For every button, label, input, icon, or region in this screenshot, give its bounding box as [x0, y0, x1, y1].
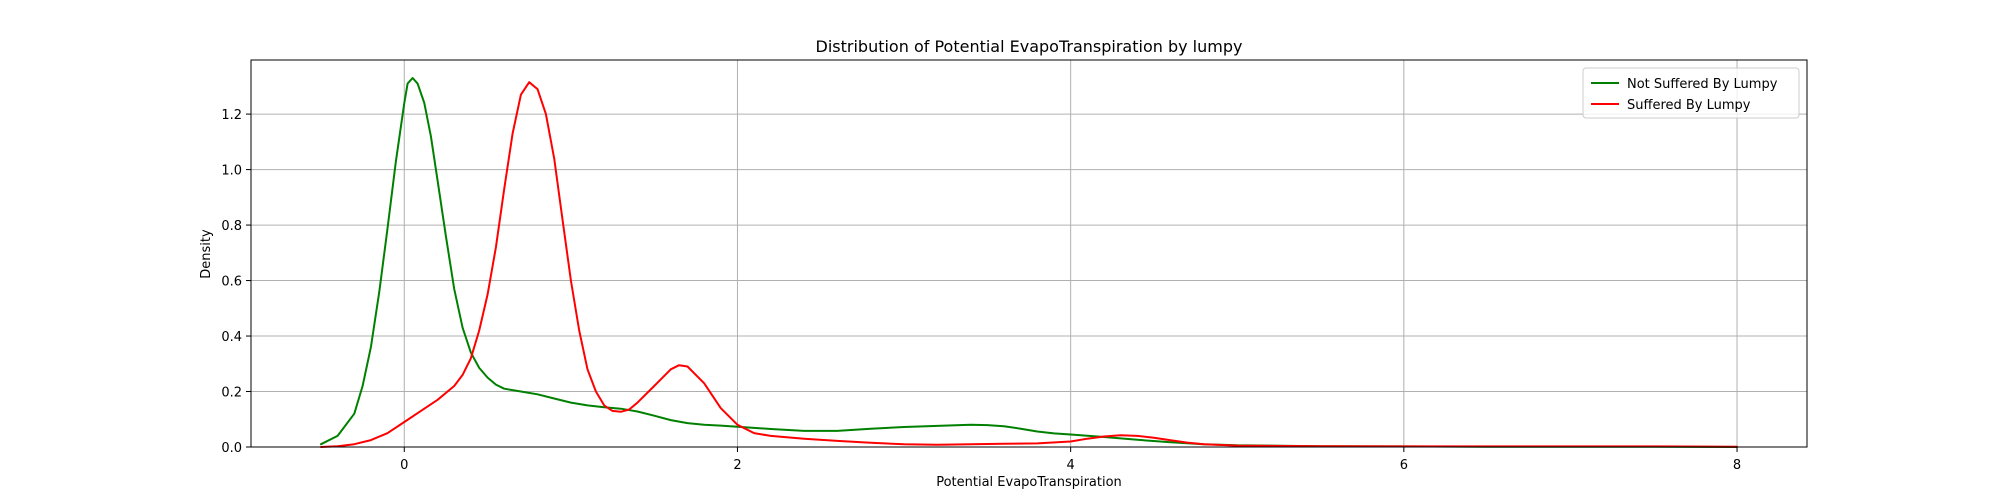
x-tick-label: 8: [1733, 458, 1741, 473]
plot-area-frame: [250, 59, 1808, 448]
legend-box: [1582, 67, 1800, 119]
legend-label: Not Suffered By Lumpy: [1627, 77, 1778, 92]
series-lines: [320, 77, 1738, 448]
x-tick-label: 6: [1400, 458, 1408, 473]
y-tick-label: 1.0: [221, 164, 242, 179]
x-tick-label: 2: [733, 458, 741, 473]
grid-lines: [251, 60, 1807, 448]
legend-label: Suffered By Lumpy: [1627, 98, 1751, 113]
chart-title: Distribution of Potential EvapoTranspira…: [816, 37, 1243, 56]
y-tick-label: 1.2: [221, 108, 242, 123]
density-line-series-2: [320, 81, 1738, 448]
x-tick-label: 4: [1067, 458, 1075, 473]
x-axis-label: Potential EvapoTranspiration: [936, 475, 1122, 490]
axis-ticks: 0 2 4 6 8 0.0 0.2 0.4 0.6 0.8 1.0 1.2: [221, 108, 1741, 473]
y-tick-label: 0.0: [221, 441, 242, 456]
y-tick-label: 0.4: [221, 330, 242, 345]
y-tick-label: 0.2: [221, 386, 242, 401]
y-axis-label: Density: [199, 229, 214, 279]
y-tick-label: 0.8: [221, 219, 242, 234]
x-tick-label: 0: [400, 458, 408, 473]
y-tick-label: 0.6: [221, 275, 242, 290]
legend: Not Suffered By Lumpy Suffered By Lumpy: [1582, 67, 1800, 119]
